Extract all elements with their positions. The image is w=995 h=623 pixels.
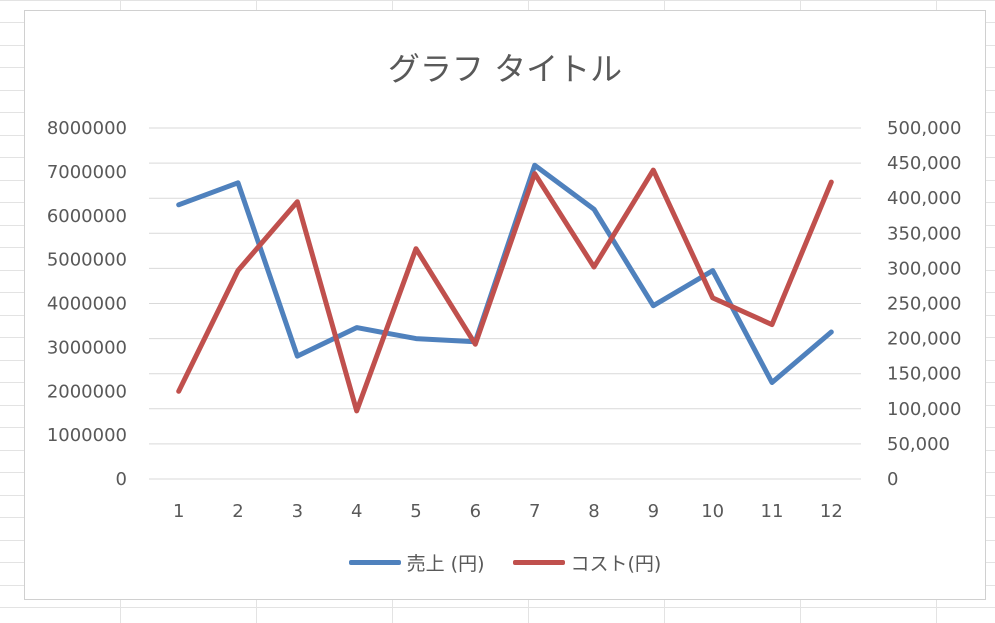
x-axis-tick-label: 9 (648, 501, 659, 522)
x-axis-tick-label: 4 (351, 501, 362, 522)
right-axis-tick-label: 200,000 (887, 329, 961, 350)
x-axis-tick-label: 12 (820, 501, 843, 522)
left-axis-tick-label: 7000000 (47, 162, 127, 183)
left-axis-tick-label: 1000000 (47, 425, 127, 446)
legend-item-sales[interactable]: 売上 (円) (348, 549, 485, 576)
left-axis-tick-label: 8000000 (47, 118, 127, 139)
right-axis-tick-label: 250,000 (887, 294, 961, 315)
right-axis-tick-label: 50,000 (887, 434, 950, 455)
x-axis-tick-label: 1 (173, 501, 184, 522)
x-axis-tick-label: 6 (470, 501, 481, 522)
plot-area[interactable]: 0 1000000 2000000 3000000 4000000 5000000 6000… (25, 11, 987, 601)
left-axis-tick-label: 2000000 (47, 381, 127, 402)
left-axis-tick-label: 6000000 (47, 206, 127, 227)
x-axis-tick-label: 5 (410, 501, 421, 522)
x-axis-tick-label: 2 (232, 501, 243, 522)
left-axis-tick-label: 5000000 (47, 250, 127, 271)
right-axis-tick-label: 100,000 (887, 399, 961, 420)
left-axis-tick-label: 0 (116, 469, 127, 490)
right-axis-tick-label: 350,000 (887, 223, 961, 244)
legend-label-cost: コスト(円) (570, 553, 662, 575)
legend-swatch-sales (348, 560, 401, 565)
x-axis-tick-label: 7 (529, 501, 540, 522)
right-axis-tick-label: 450,000 (887, 153, 961, 174)
x-axis-tick-label: 3 (292, 501, 303, 522)
left-axis-tick-label: 3000000 (47, 337, 127, 358)
legend-swatch-cost (512, 560, 565, 565)
right-axis-tick-label: 300,000 (887, 258, 961, 279)
right-axis-tick-label: 0 (887, 469, 898, 490)
series-line-cost (176, 167, 834, 414)
chart-title[interactable]: グラフ タイトル (387, 50, 623, 88)
left-axis-tick-label: 4000000 (47, 294, 127, 315)
legend-item-cost[interactable]: コスト(円) (512, 549, 662, 576)
x-axis-tick-label: 8 (588, 501, 599, 522)
legend-label-sales: 売上 (円) (406, 553, 485, 575)
chart-area[interactable]: グラフ タイトル 0 1000000 2000000 3000000 4000000 50… (24, 10, 986, 600)
right-axis-tick-label: 400,000 (887, 188, 961, 209)
legend[interactable]: 売上 (円) コスト(円) (25, 549, 985, 576)
x-axis-tick-label: 11 (761, 501, 784, 522)
right-axis-tick-label: 150,000 (887, 364, 961, 385)
right-axis-tick-label: 500,000 (887, 118, 961, 139)
x-axis-tick-label: 10 (701, 501, 724, 522)
